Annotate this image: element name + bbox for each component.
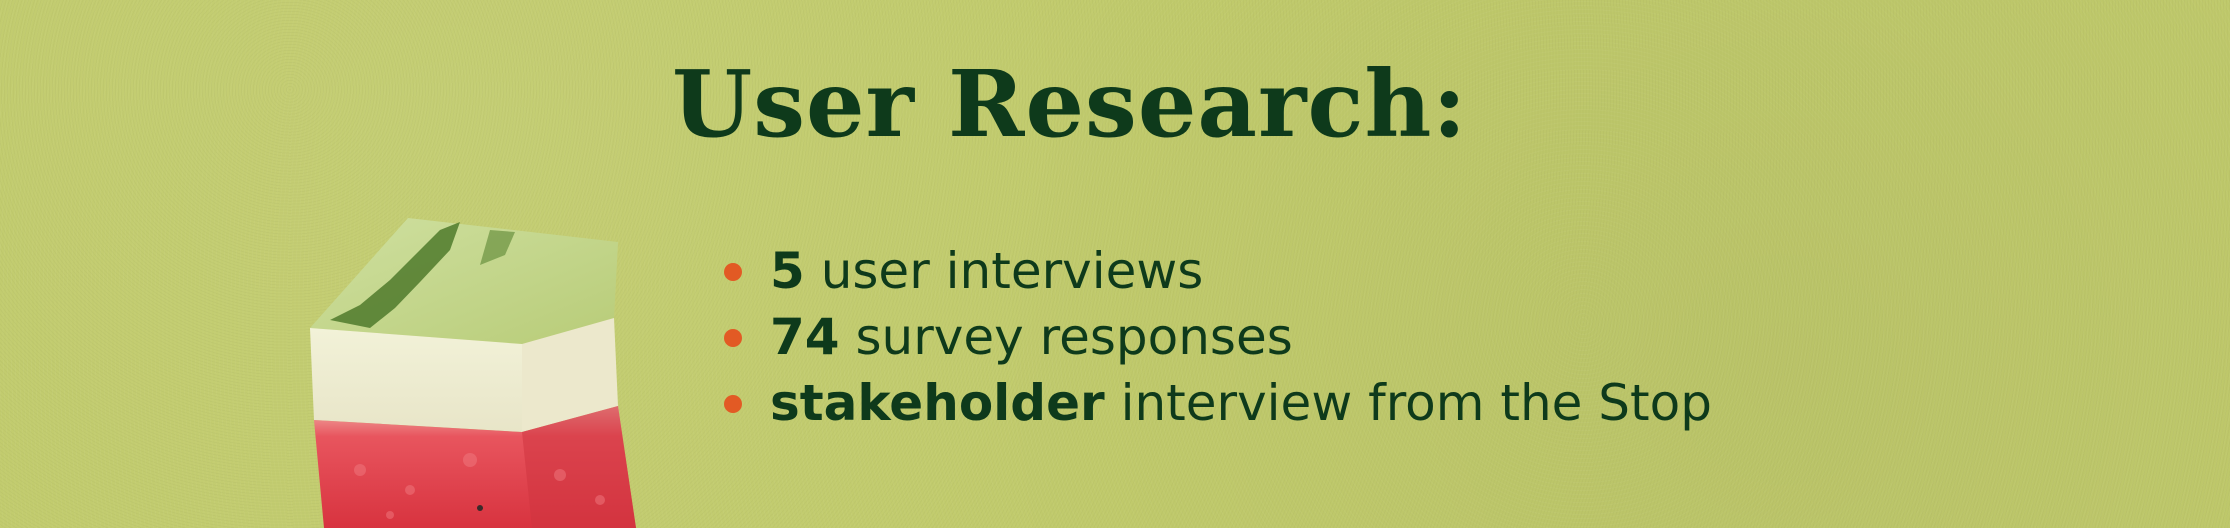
bullet-dot-icon bbox=[724, 395, 742, 413]
bullet-item-interviews: 5 user interviews bbox=[722, 238, 1712, 304]
bullet-text: survey responses bbox=[839, 308, 1293, 366]
bullet-dot-icon bbox=[724, 263, 742, 281]
bullet-item-survey: 74 survey responses bbox=[722, 304, 1712, 370]
bullet-keyword: stakeholder bbox=[770, 374, 1105, 432]
bullet-dot-icon bbox=[724, 329, 742, 347]
bullet-text: user interviews bbox=[804, 242, 1204, 300]
watermelon-image bbox=[310, 218, 636, 528]
bullet-count: 5 bbox=[770, 242, 805, 300]
research-bullet-list: 5 user interviews 74 survey responses st… bbox=[722, 238, 1712, 436]
page-title: User Research: bbox=[672, 50, 1468, 158]
bullet-count: 74 bbox=[770, 308, 840, 366]
bullet-text: interview from the Stop bbox=[1104, 374, 1712, 432]
bullet-item-stakeholder: stakeholder interview from the Stop bbox=[722, 370, 1712, 436]
